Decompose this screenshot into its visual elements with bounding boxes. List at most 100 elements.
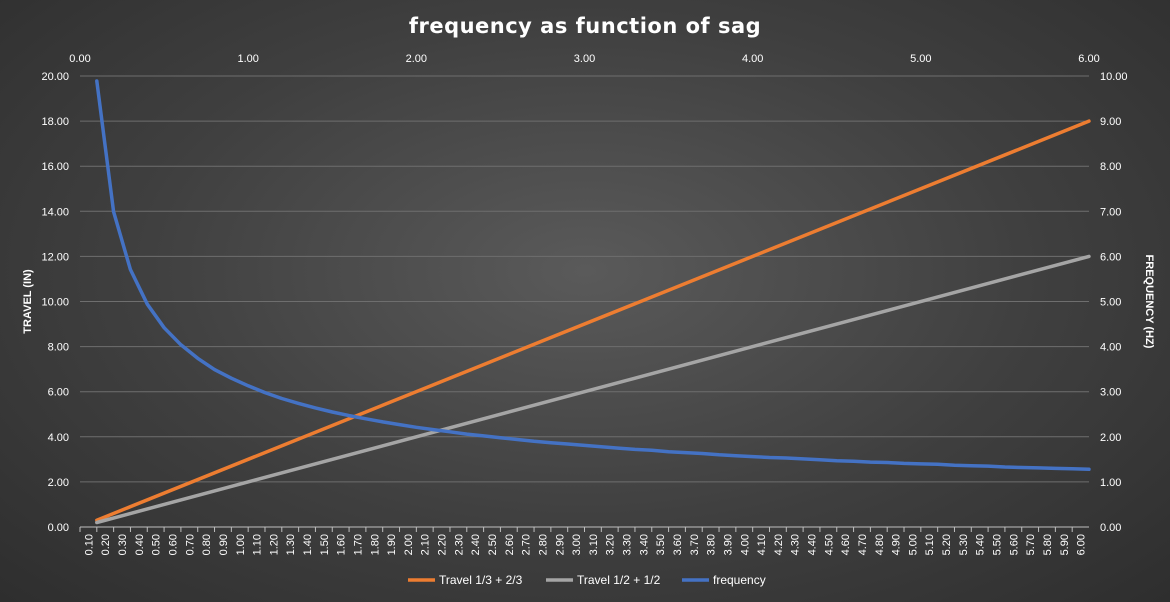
x-tick-label: 1.00 bbox=[235, 534, 247, 555]
y-tick-label: 4.00 bbox=[48, 432, 69, 444]
y2-tick-label: 3.00 bbox=[1100, 387, 1121, 399]
y2-tick-label: 0.00 bbox=[1100, 522, 1121, 534]
x-tick-label: 3.00 bbox=[571, 534, 583, 555]
x-tick-label: 3.50 bbox=[655, 534, 667, 555]
x-tick-label: 6.00 bbox=[1076, 534, 1088, 555]
x2-tick-label: 5.00 bbox=[910, 53, 931, 65]
x2-tick-label: 2.00 bbox=[406, 53, 427, 65]
x2-tick-label: 1.00 bbox=[237, 53, 258, 65]
y-tick-label: 18.00 bbox=[41, 116, 69, 128]
x2-tick-label: 6.00 bbox=[1078, 53, 1099, 65]
y2-tick-label: 8.00 bbox=[1100, 161, 1121, 173]
x-tick-label: 2.60 bbox=[504, 534, 516, 555]
x-tick-label: 2.40 bbox=[470, 534, 482, 555]
y-axis-title: TRAVEL (IN) bbox=[22, 269, 34, 334]
x-tick-label: 2.80 bbox=[537, 534, 549, 555]
x-tick-label: 1.50 bbox=[319, 534, 331, 555]
x2-tick-label: 0.00 bbox=[69, 53, 90, 65]
legend-label: frequency bbox=[713, 573, 766, 587]
x-tick-label: 1.70 bbox=[352, 534, 364, 555]
x-tick-label: 1.20 bbox=[268, 534, 280, 555]
x-tick-label: 4.70 bbox=[857, 534, 869, 555]
y2-axis-title: FREQUENCY (HZ) bbox=[1143, 255, 1155, 349]
x-tick-label: 2.70 bbox=[521, 534, 533, 555]
y-tick-label: 16.00 bbox=[41, 161, 69, 173]
x-tick-label: 5.60 bbox=[1008, 534, 1020, 555]
x2-tick-label: 4.00 bbox=[742, 53, 763, 65]
chart-title: frequency as function of sag bbox=[409, 14, 761, 38]
x-tick-label: 4.20 bbox=[773, 534, 785, 555]
y-tick-label: 2.00 bbox=[48, 477, 69, 489]
x-tick-label: 0.90 bbox=[218, 534, 230, 555]
x-tick-label: 5.70 bbox=[1025, 534, 1037, 555]
x-tick-label: 1.80 bbox=[369, 534, 381, 555]
x-tick-label: 0.60 bbox=[167, 534, 179, 555]
y2-tick-label: 5.00 bbox=[1100, 297, 1121, 309]
series-line-3 bbox=[95, 79, 1091, 472]
y-tick-label: 12.00 bbox=[41, 251, 69, 263]
x-tick-label: 0.50 bbox=[151, 534, 163, 555]
y2-tick-label: 2.00 bbox=[1100, 432, 1121, 444]
x-tick-label: 1.30 bbox=[285, 534, 297, 555]
x-tick-label: 0.20 bbox=[100, 534, 112, 555]
x-tick-label: 4.30 bbox=[790, 534, 802, 555]
x-tick-label: 4.60 bbox=[840, 534, 852, 555]
x-tick-label: 2.10 bbox=[420, 534, 432, 555]
y-tick-label: 20.00 bbox=[41, 71, 69, 83]
x-tick-label: 3.10 bbox=[588, 534, 600, 555]
x-tick-label: 4.90 bbox=[891, 534, 903, 555]
x-tick-label: 2.20 bbox=[437, 534, 449, 555]
y-tick-label: 8.00 bbox=[48, 342, 69, 354]
x-tick-label: 0.10 bbox=[83, 534, 95, 555]
x-tick-label: 0.40 bbox=[134, 534, 146, 555]
x-tick-label: 3.60 bbox=[672, 534, 684, 555]
x-tick-label: 2.90 bbox=[554, 534, 566, 555]
x-tick-label: 4.40 bbox=[807, 534, 819, 555]
legend-label: Travel 1/3 + 2/3 bbox=[439, 573, 523, 587]
x-tick-label: 4.00 bbox=[739, 534, 751, 555]
y2-tick-label: 1.00 bbox=[1100, 477, 1121, 489]
x-tick-label: 4.50 bbox=[823, 534, 835, 555]
x-tick-label: 5.90 bbox=[1059, 534, 1071, 555]
y2-tick-label: 4.00 bbox=[1100, 342, 1121, 354]
x-tick-label: 2.30 bbox=[453, 534, 465, 555]
y2-tick-label: 10.00 bbox=[1100, 71, 1128, 83]
x-tick-label: 5.00 bbox=[907, 534, 919, 555]
x-tick-label: 1.40 bbox=[302, 534, 314, 555]
x-tick-label: 5.10 bbox=[924, 534, 936, 555]
x-tick-label: 1.90 bbox=[386, 534, 398, 555]
x-tick-label: 4.10 bbox=[756, 534, 768, 555]
x-tick-label: 5.30 bbox=[958, 534, 970, 555]
x-tick-label: 5.40 bbox=[975, 534, 987, 555]
x-tick-label: 5.80 bbox=[1042, 534, 1054, 555]
x-tick-label: 5.50 bbox=[992, 534, 1004, 555]
y-tick-label: 6.00 bbox=[48, 387, 69, 399]
y-tick-label: 10.00 bbox=[41, 297, 69, 309]
x-tick-label: 3.30 bbox=[622, 534, 634, 555]
y2-tick-label: 7.00 bbox=[1100, 206, 1121, 218]
y-tick-label: 14.00 bbox=[41, 206, 69, 218]
x-tick-label: 0.80 bbox=[201, 534, 213, 555]
x-tick-label: 3.90 bbox=[722, 534, 734, 555]
x-tick-label: 4.80 bbox=[874, 534, 886, 555]
x2-tick-label: 3.00 bbox=[574, 53, 595, 65]
x-tick-label: 3.80 bbox=[706, 534, 718, 555]
y-tick-label: 0.00 bbox=[48, 522, 69, 534]
y2-tick-label: 6.00 bbox=[1100, 251, 1121, 263]
x-tick-label: 2.50 bbox=[487, 534, 499, 555]
x-tick-label: 0.30 bbox=[117, 534, 129, 555]
x-tick-label: 0.70 bbox=[184, 534, 196, 555]
x-tick-label: 1.60 bbox=[336, 534, 348, 555]
x-tick-label: 3.20 bbox=[605, 534, 617, 555]
series-line-2 bbox=[95, 254, 1091, 525]
x-tick-label: 2.00 bbox=[403, 534, 415, 555]
series-line-1 bbox=[95, 119, 1091, 522]
y2-tick-label: 9.00 bbox=[1100, 116, 1121, 128]
x-tick-label: 5.20 bbox=[941, 534, 953, 555]
x-tick-label: 1.10 bbox=[252, 534, 264, 555]
legend-label: Travel 1/2 + 1/2 bbox=[577, 573, 661, 587]
x-tick-label: 3.70 bbox=[689, 534, 701, 555]
x-tick-label: 3.40 bbox=[638, 534, 650, 555]
